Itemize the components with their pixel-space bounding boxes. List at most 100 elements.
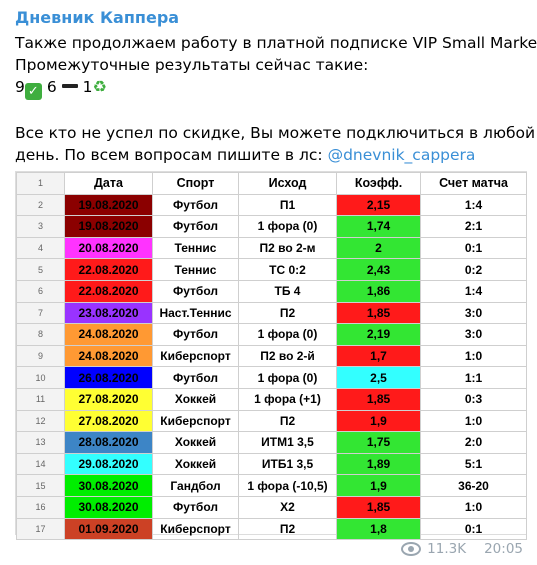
sport-cell: Хоккей: [152, 431, 239, 454]
row-number: 9: [16, 344, 65, 368]
message-footer: 11.3K 20:05: [401, 541, 523, 557]
table-row: 2 19.08.2020 Футбол П1 2,15 1:4: [16, 193, 527, 217]
score-cell: 2:0: [420, 431, 527, 454]
row-number: 12: [16, 409, 65, 433]
sport-cell: Киберспорт: [152, 344, 239, 368]
outcome-cell: ТС 0:2: [238, 258, 337, 281]
post-line-1: Также продолжаем работу в платной подпис…: [15, 34, 537, 52]
table-body: 2 19.08.2020 Футбол П1 2,15 1:4 3 19.08.2020 Фут…: [16, 193, 527, 541]
coef-cell: 2,15: [336, 193, 421, 217]
outcome-cell: П2: [238, 517, 337, 541]
post-line-5-text: день. По всем вопросам пишите в лс:: [15, 146, 328, 164]
wins-count: 9: [15, 78, 25, 96]
sport-cell: Хоккей: [152, 452, 239, 476]
date-cell: 23.08.2020: [64, 301, 153, 325]
sport-cell: Футбол: [152, 279, 239, 303]
coef-cell: 1,9: [336, 409, 421, 433]
header-date: Дата: [64, 172, 153, 195]
row-number: 15: [16, 474, 65, 497]
outcome-cell: П1: [238, 193, 337, 217]
table-row: 10 26.08.2020 Футбол 1 фора (0) 2,5 1:1: [16, 366, 527, 389]
score-cell: 1:1: [420, 366, 527, 389]
post-text: Также продолжаем работу в платной подпис…: [15, 32, 537, 166]
post-time: 20:05: [484, 541, 523, 557]
outcome-cell: 1 фора (0): [238, 215, 337, 238]
blank-line: [15, 100, 530, 122]
coef-cell: 1,75: [336, 431, 421, 454]
table-row: 8 24.08.2020 Футбол 1 фора (0) 2,19 3:0: [16, 323, 527, 346]
views-count: 11.3K: [427, 541, 467, 557]
table-row: 3 19.08.2020 Футбол 1 фора (0) 1,74 2:1: [16, 215, 527, 238]
table-row: 17 01.09.2020 Киберспорт П2 1,8 0:1: [16, 517, 527, 541]
row-number: 5: [16, 258, 65, 281]
header-coef: Коэфф.: [336, 172, 421, 195]
sport-cell: Футбол: [152, 215, 239, 238]
coef-cell: 1,8: [336, 517, 421, 541]
date-cell: 28.08.2020: [64, 431, 153, 454]
coef-cell: 1,86: [336, 279, 421, 303]
row-number: 4: [16, 236, 65, 260]
table-row: 14 29.08.2020 Хоккей ИТБ1 3,5 1,89 5:1: [16, 452, 527, 476]
date-cell: 27.08.2020: [64, 387, 153, 411]
coef-cell: 1,85: [336, 387, 421, 411]
header-score: Счет матча: [420, 172, 527, 195]
score-cell: 36-20: [420, 474, 527, 497]
sport-cell: Футбол: [152, 366, 239, 389]
sport-cell: Футбол: [152, 323, 239, 346]
score-cell: 1:4: [420, 193, 527, 217]
table-row: 16 30.08.2020 Футбол Х2 1,85 1:0: [16, 495, 527, 519]
coef-cell: 2,43: [336, 258, 421, 281]
coef-cell: 1,89: [336, 452, 421, 476]
outcome-cell: 1 фора (0): [238, 366, 337, 389]
date-cell: 30.08.2020: [64, 474, 153, 497]
losses-count: 6: [46, 78, 57, 96]
row-number: 6: [16, 279, 65, 303]
row-number: 14: [16, 452, 65, 476]
outcome-cell: ИТБ1 3,5: [238, 452, 337, 476]
date-cell: 01.09.2020: [64, 517, 153, 541]
score-cell: 1:0: [420, 495, 527, 519]
coef-cell: 1,74: [336, 215, 421, 238]
outcome-cell: 1 фора (+1): [238, 387, 337, 411]
score-cell: 0:1: [420, 517, 527, 541]
date-cell: 24.08.2020: [64, 344, 153, 368]
sport-cell: Гандбол: [152, 474, 239, 497]
table-row: 9 24.08.2020 Киберспорт П2 во 2-й 1,7 1:0: [16, 344, 527, 368]
row-number: 1: [16, 172, 65, 195]
row-number: 13: [16, 431, 65, 454]
date-cell: 26.08.2020: [64, 366, 153, 389]
row-number: 7: [16, 301, 65, 325]
score-cell: 3:0: [420, 323, 527, 346]
outcome-cell: ТБ 4: [238, 279, 337, 303]
row-number: 11: [16, 387, 65, 411]
outcome-cell: ИТМ1 3,5: [238, 431, 337, 454]
check-icon: ✓: [24, 83, 42, 100]
date-cell: 24.08.2020: [64, 323, 153, 346]
row-number: 3: [16, 215, 65, 238]
date-cell: 30.08.2020: [64, 495, 153, 519]
date-cell: 22.08.2020: [64, 258, 153, 281]
date-cell: 19.08.2020: [64, 215, 153, 238]
mention-link[interactable]: @dnevnik_cappera: [327, 146, 476, 164]
outcome-cell: П2 во 2-й: [238, 344, 337, 368]
results-line: 9 ✓ 6 1♻: [15, 76, 530, 100]
outcome-cell: Х2: [238, 495, 337, 519]
score-cell: 1:0: [420, 344, 527, 368]
eye-icon: [401, 542, 422, 556]
row-number: 8: [16, 323, 65, 346]
recycle-icon: ♻: [92, 77, 107, 96]
row-number: 16: [16, 495, 65, 519]
table-row: 15 30.08.2020 Гандбол 1 фора (-10,5) 1,9 36-2…: [16, 474, 527, 497]
channel-name[interactable]: Дневник Каппера: [15, 8, 180, 27]
score-cell: 5:1: [420, 452, 527, 476]
results-table-image[interactable]: 1 Дата Спорт Исход Коэфф. Счет матча 2 19…: [15, 171, 527, 541]
table-header-row: 1 Дата Спорт Исход Коэфф. Счет матча: [16, 172, 527, 195]
coef-cell: 2: [336, 236, 421, 260]
sport-cell: Хоккей: [152, 387, 239, 411]
date-cell: 29.08.2020: [64, 452, 153, 476]
date-cell: 19.08.2020: [64, 193, 153, 217]
table-row: 7 23.08.2020 Наст.Теннис П2 1,85 3:0: [16, 301, 527, 325]
post-line-2: Промежуточные результаты сейчас такие:: [15, 56, 369, 74]
coef-cell: 1,7: [336, 344, 421, 368]
table-row: 6 22.08.2020 Футбол ТБ 4 1,86 1:4: [16, 279, 527, 303]
